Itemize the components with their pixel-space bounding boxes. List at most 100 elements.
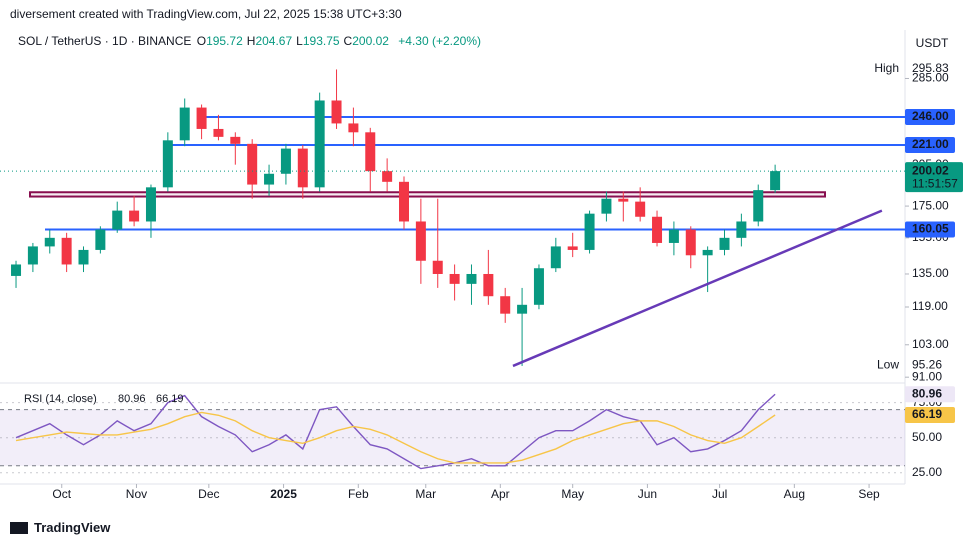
candle-body [129,210,140,222]
rsi-tag [905,406,955,423]
candle-body [517,304,528,314]
attribution: diversement created with TradingView.com… [10,7,402,21]
candle-body [348,123,359,133]
rsi-line [15,393,776,470]
candle-body [331,100,342,124]
x-tick-label: Jul [712,487,727,501]
candle-body [449,273,460,284]
ohlc-item: L [296,34,303,48]
brand: TradingView [34,520,111,535]
y-tick-label: 103.00 [912,337,949,351]
candle-body [382,171,393,182]
change: +4.30 (+2.20%) [398,34,481,48]
symbol-header: SOL / TetherUS · 1D · BINANCE O195.72 H20… [18,34,483,48]
rsi-title: RSI (14, close) [24,393,97,405]
candle-body [432,260,443,274]
rsi-line [15,411,776,464]
last-price: 200.02 [912,163,949,177]
rsi-band [0,409,905,466]
candle-body [635,201,646,217]
ohlc-item: H [246,34,256,48]
x-tick-label: Feb [348,487,369,501]
ohlc-item: 200.02 [352,34,389,48]
currency: USDT [916,36,949,50]
candle-body [314,100,325,188]
candle-body [753,190,764,222]
candle-body [112,210,123,230]
x-tick-label: 2025 [270,487,297,501]
level-label: 246.00 [912,109,949,123]
y-tick-label: 175.00 [912,198,949,212]
x-tick-label: Aug [784,487,805,501]
candle-body [601,198,612,214]
rsi-tag-value: 66.19 [912,407,942,421]
candle-body [213,128,224,137]
candle-body [44,237,55,247]
x-tick-label: Mar [415,487,436,501]
extreme-name: High [874,61,899,75]
ohlc-item: 195.72 [206,34,243,48]
extreme-value: 295.83 [912,61,949,75]
level-label: 221.00 [912,137,949,151]
candle-body [399,181,410,222]
candle-body [365,132,376,172]
x-tick-label: Sep [858,487,880,501]
ohlc-item: C [343,34,353,48]
symbol: SOL / TetherUS · 1D · BINANCE [18,34,192,48]
x-tick-label: Apr [491,487,510,501]
resistance-zone [29,191,826,198]
rsi-legend-value: 66.19 [156,393,184,405]
candle-body [483,273,494,297]
x-tick-label: Nov [126,487,147,501]
candle-body [668,229,679,243]
candle-body [162,140,173,188]
candle-body [179,107,190,141]
ohlc-item: 193.75 [302,34,340,48]
rsi-legend-value: 80.96 [118,393,146,405]
rsi-tag [905,386,955,403]
trendline [512,209,883,368]
rsi-tick-label: 50.00 [912,430,942,444]
tv-logo [10,522,28,534]
candle-body [145,187,156,222]
candle-body [719,237,730,250]
candle-body [247,143,258,185]
extreme-value: 95.26 [912,357,942,371]
x-tick-label: Jun [638,487,657,501]
candle-body [95,229,106,250]
rsi-tag-value: 80.96 [912,386,942,400]
candle-body [584,213,595,250]
candle-body [264,173,275,185]
ohlc-item: O [196,34,207,48]
candle-body [297,148,308,188]
candle-body [11,264,22,276]
level-tag [905,137,955,154]
last-price-tag [905,162,963,193]
candle-body [533,268,544,305]
level-label: 160.05 [912,222,949,236]
ohlc: O195.72 H204.67 L193.75 C200.02 [197,34,393,48]
ohlc-item: 204.67 [255,34,293,48]
candle-body [652,216,663,243]
y-tick-label: 119.00 [912,299,948,313]
level-tag [905,221,955,238]
candle-body [78,249,89,265]
rsi-tick-label: 25.00 [912,465,942,479]
candle-body [770,171,781,191]
candle-body [61,237,72,265]
candle-body [280,148,291,174]
candle-body [702,249,713,256]
y-tick-label: 285.00 [912,71,949,85]
x-tick-label: Dec [198,487,219,501]
x-tick-label: Oct [52,487,71,501]
candle-body [736,221,747,238]
y-tick-label: 91.00 [912,369,942,383]
y-tick-label: 135.00 [912,266,949,280]
candle-body [550,246,561,269]
candle-body [500,296,511,314]
x-tick-label: May [561,487,584,501]
level-tag [905,108,955,125]
candle-body [618,198,629,202]
